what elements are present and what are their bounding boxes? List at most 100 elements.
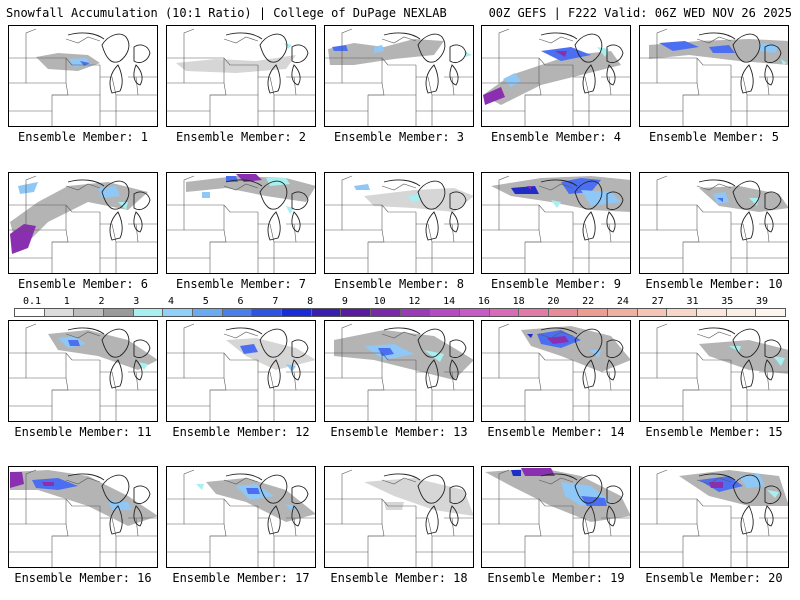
model-valid-time: 00Z GEFS | F222 Valid: 06Z WED NOV 26 20… (488, 6, 792, 20)
great-lakes-coastline (225, 179, 309, 241)
state-boundary (183, 28, 195, 58)
snowfall-area-purple (555, 51, 567, 57)
snowfall-map (8, 320, 158, 422)
colorbar-tick-label: 20 (547, 296, 560, 307)
snowfall-area-navy (511, 186, 539, 194)
snowfall-map (481, 25, 631, 127)
ensemble-member-label: Ensemble Member: 9 (490, 277, 622, 291)
state-boundary (341, 175, 353, 205)
state-boundary (499, 57, 573, 66)
state-boundary (696, 331, 732, 339)
great-lakes-coastline (540, 473, 624, 535)
great-lakes-coastline (540, 327, 624, 389)
colorbar-tick-label: 24 (616, 296, 629, 307)
state-boundary (26, 352, 100, 361)
colorbar-swatch (163, 309, 193, 316)
state-boundary (639, 352, 658, 379)
snowfall-area-navy (511, 470, 521, 476)
state-boundary (657, 352, 731, 361)
snowfall-area-lightblue (286, 504, 296, 512)
ensemble-panel: Ensemble Member: 5 (639, 25, 789, 146)
snowfall-area-lightblue (98, 186, 120, 198)
state-boundary (166, 498, 185, 525)
colorbar-swatch (578, 309, 609, 316)
state-boundary (381, 477, 417, 485)
state-boundary (656, 175, 668, 205)
ensemble-member-label: Ensemble Member: 19 (487, 571, 625, 585)
state-boundary (657, 498, 731, 507)
chart-title: Snowfall Accumulation (10:1 Ratio) | Col… (6, 6, 447, 20)
colorbar-swatch (74, 309, 104, 316)
state-boundary (696, 183, 732, 191)
state-boundary (696, 477, 732, 485)
state-boundary (135, 223, 139, 243)
snowfall-area-gray (10, 182, 148, 252)
snowfall-area-purple (521, 468, 555, 476)
ensemble-panel: Ensemble Member: 8 (324, 172, 474, 293)
snowfall-area-purple (10, 224, 36, 254)
snowfall-map (166, 466, 316, 568)
great-lakes-coastline (540, 32, 624, 94)
state-boundary (324, 57, 343, 84)
great-lakes-coastline (67, 473, 151, 535)
great-lakes-coastline (225, 473, 309, 535)
snowfall-area-cyan (408, 194, 422, 202)
state-boundary (166, 57, 185, 84)
ensemble-member-label: Ensemble Member: 8 (333, 277, 465, 291)
colorbar-swatch (459, 309, 490, 316)
snowfall-area-blue (68, 340, 80, 346)
colorbar-legend: 0.1 1 2 3 4 5 6 7 8 9 10 12 14 16 18 20 22 24 27 31 35 39 (14, 296, 786, 318)
colorbar-tick-label: 39 (755, 296, 769, 307)
snowfall-area-lightblue (202, 192, 210, 198)
snowfall-area-gray (483, 51, 621, 105)
state-boundary (499, 204, 573, 213)
map-frame (8, 466, 158, 568)
snowfall-area-lightblue (374, 45, 384, 53)
great-lakes-coastline (67, 32, 151, 94)
snowfall-map (639, 172, 789, 274)
state-boundary (381, 36, 417, 44)
state-boundary (184, 57, 258, 66)
map-frame (8, 172, 158, 274)
state-boundary (25, 175, 37, 205)
state-boundary (656, 469, 668, 499)
map-background (8, 25, 158, 127)
map-frame (8, 320, 158, 422)
map-frame (639, 25, 789, 127)
state-boundary (183, 323, 195, 353)
great-lakes-coastline (698, 32, 782, 94)
state-boundary (696, 36, 732, 44)
snowfall-map (324, 25, 474, 127)
state-boundary (8, 352, 27, 379)
ensemble-panel: Ensemble Member: 18 (324, 466, 474, 587)
colorbar-swatch (222, 309, 253, 316)
ensemble-panel: Ensemble Member: 16 (8, 466, 158, 587)
ensemble-panel: Ensemble Member: 12 (166, 320, 316, 441)
map-frame (324, 172, 474, 274)
colorbar-tick-label: 2 (98, 296, 105, 307)
colorbar-tick-label: 9 (341, 296, 348, 307)
snowfall-area-purple (10, 472, 24, 488)
map-frame (481, 320, 631, 422)
state-boundary (25, 323, 37, 353)
colorbar-tick-label: 8 (307, 296, 314, 307)
map-frame (481, 172, 631, 274)
state-boundary (608, 517, 612, 537)
ensemble-panel: Ensemble Member: 20 (639, 466, 789, 587)
state-boundary (766, 223, 770, 243)
state-boundary (498, 323, 510, 353)
colorbar-swatch (400, 309, 431, 316)
snowfall-area-gray (206, 478, 316, 522)
snowfall-area-cyan (138, 362, 148, 370)
state-boundary (293, 371, 297, 391)
colorbar-swatch (370, 309, 401, 316)
great-lakes-coastline (225, 32, 309, 94)
snowfall-area-cyan (729, 346, 741, 352)
colorbar-swatch (489, 309, 520, 316)
ensemble-panel: Ensemble Member: 17 (166, 466, 316, 587)
snowfall-area-cyan (773, 356, 785, 366)
state-boundary (26, 204, 100, 213)
ensemble-panel: Ensemble Member: 3 (324, 25, 474, 146)
snowfall-area-blue (561, 178, 601, 194)
map-frame (324, 320, 474, 422)
